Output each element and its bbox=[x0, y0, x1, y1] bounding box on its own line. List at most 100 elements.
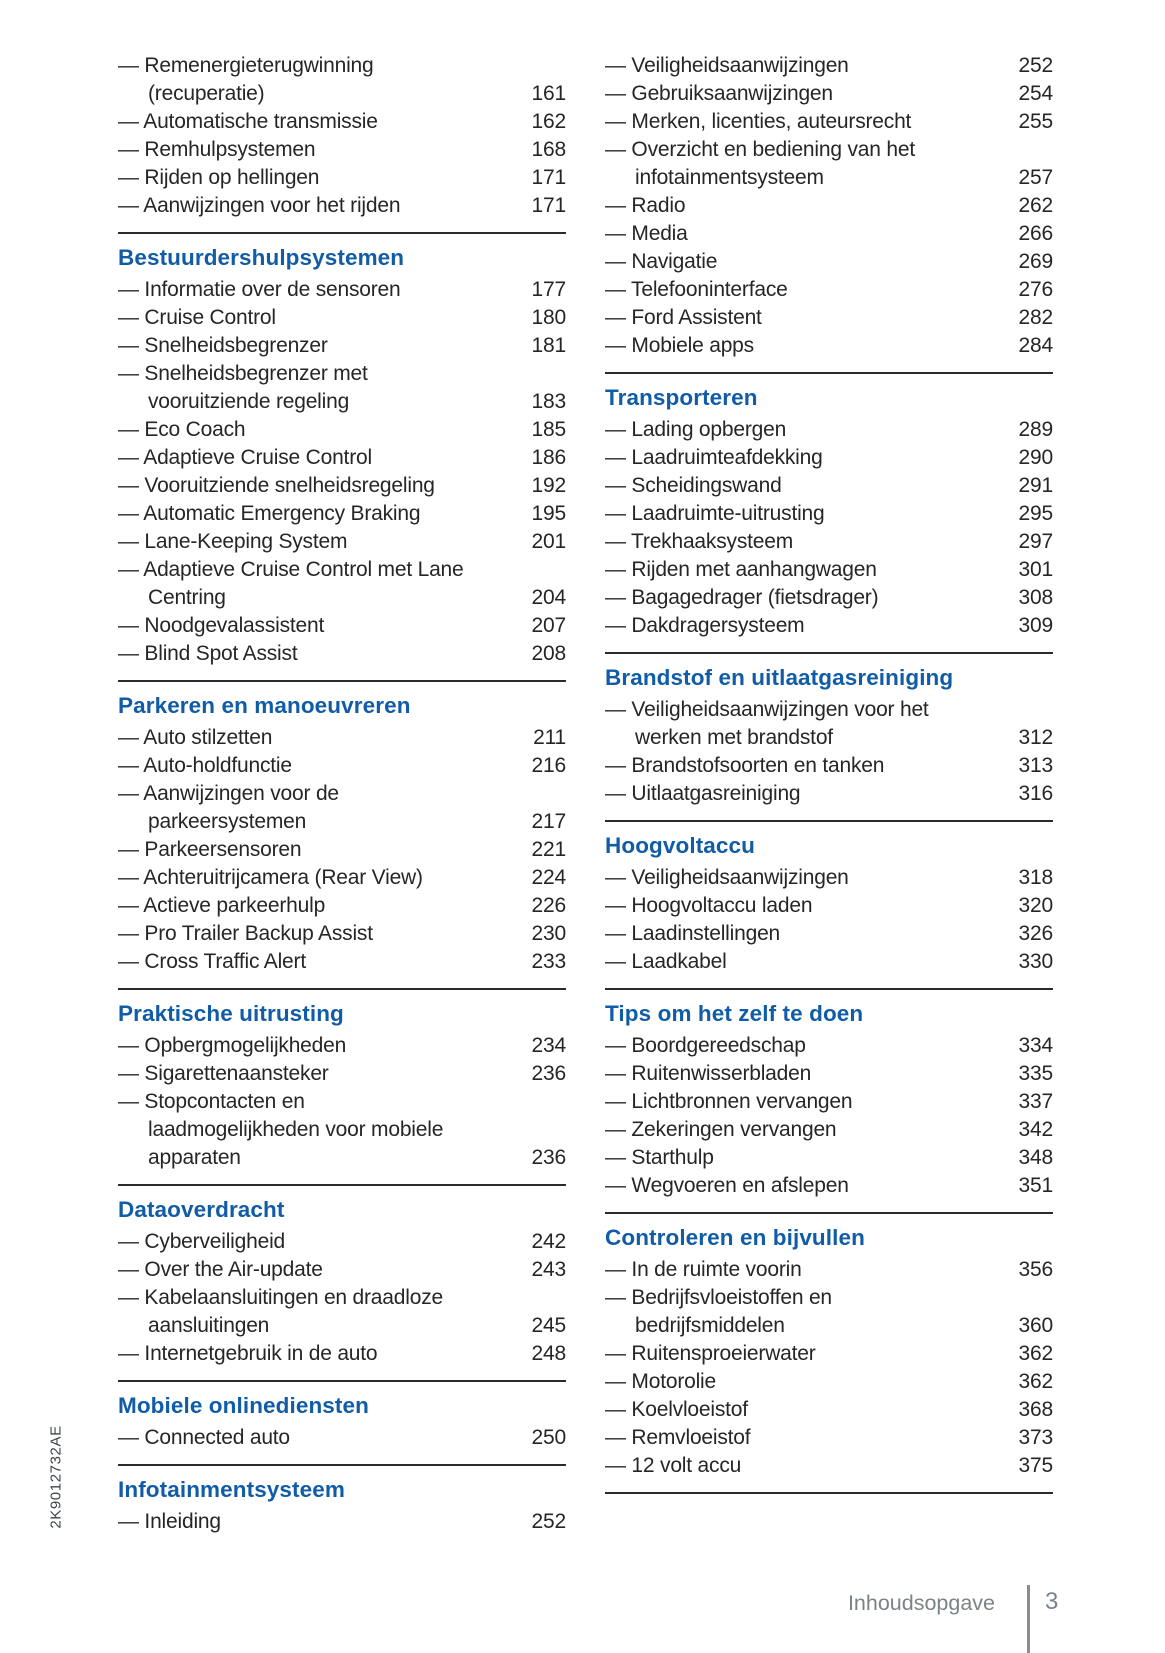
toc-entry-label: — Laadkabel bbox=[605, 950, 727, 973]
toc-entry-label: — Automatic Emergency Braking bbox=[118, 502, 421, 525]
toc-entry-label: — Mobiele apps bbox=[605, 334, 754, 357]
toc-entry-label: — Sigarettenaansteker bbox=[118, 1062, 329, 1085]
toc-entry-page: 185 bbox=[531, 418, 567, 441]
section-divider bbox=[118, 1380, 566, 1382]
toc-entry: — Trekhaaksysteem 297 bbox=[605, 528, 1053, 556]
toc-entry-label: — Noodgevalassistent bbox=[118, 614, 325, 637]
toc-entry: — Ford Assistent 282 bbox=[605, 304, 1053, 332]
toc-entry: — 12 volt accu 375 bbox=[605, 1452, 1053, 1480]
toc-entry: — Zekeringen vervangen 342 bbox=[605, 1116, 1053, 1144]
toc-entry: — Rijden op hellingen 171 bbox=[118, 164, 566, 192]
toc-entry-page: 252 bbox=[531, 1510, 567, 1533]
toc-entry-page: 356 bbox=[1018, 1258, 1054, 1281]
toc-entry-label: — Dakdragersysteem bbox=[605, 614, 805, 637]
toc-entry-page: 318 bbox=[1018, 866, 1054, 889]
toc-entry: — Uitlaatgasreiniging 316 bbox=[605, 780, 1053, 808]
toc-entry-page: 201 bbox=[531, 530, 567, 553]
toc-entry-page: 162 bbox=[531, 110, 567, 133]
toc-entry: — Laadkabel 330 bbox=[605, 948, 1053, 976]
toc-entry: — Remhulpsystemen 168 bbox=[118, 136, 566, 164]
toc-entry: — Adaptieve Cruise Control met Lane Cent… bbox=[118, 556, 566, 612]
toc-entry: — Connected auto 250 bbox=[118, 1424, 566, 1452]
toc-entry-page: 243 bbox=[531, 1258, 567, 1281]
toc-entry-label: — Aanwijzingen voor het rijden bbox=[118, 194, 401, 217]
toc-entry: — Cruise Control 180 bbox=[118, 304, 566, 332]
toc-entry-page: 236 bbox=[531, 1062, 567, 1085]
toc-entry: — Blind Spot Assist 208 bbox=[118, 640, 566, 668]
section-divider bbox=[605, 988, 1053, 990]
toc-entry: — Eco Coach 185 bbox=[118, 416, 566, 444]
toc-entry-label: — Koelvloeistof bbox=[605, 1398, 748, 1421]
toc-entry-label: — Ford Assistent bbox=[605, 306, 762, 329]
toc-section-title: Brandstof en uitlaatgasreiniging bbox=[605, 665, 954, 690]
section-divider bbox=[605, 372, 1053, 374]
toc-entry: — Laadruimte-uitrusting 295 bbox=[605, 500, 1053, 528]
toc-entry-page: 242 bbox=[531, 1230, 567, 1253]
section-divider bbox=[605, 1492, 1053, 1494]
toc-entry-page: 351 bbox=[1018, 1174, 1054, 1197]
toc-entry: — Boordgereedschap 334 bbox=[605, 1032, 1053, 1060]
toc-entry: — Rijden met aanhangwagen 301 bbox=[605, 556, 1053, 584]
toc-entry-label: — Motorolie bbox=[605, 1370, 717, 1393]
toc-entry-page: 171 bbox=[531, 166, 567, 189]
toc-column-left: — Remenergieterugwinning (recuperatie) 16… bbox=[118, 52, 566, 1536]
toc-entry: — Motorolie 362 bbox=[605, 1368, 1053, 1396]
toc-entry-page: 334 bbox=[1018, 1034, 1054, 1057]
toc-entry-page: 207 bbox=[531, 614, 567, 637]
toc-section-title: Parkeren en manoeuvreren bbox=[118, 693, 411, 718]
toc-entry-label: — Laadinstellingen bbox=[605, 922, 781, 945]
toc-entry-page: 308 bbox=[1018, 586, 1054, 609]
footer-section-label: Inhoudsopgave bbox=[847, 1591, 995, 1615]
toc-entry-label: — Cyberveiligheid bbox=[118, 1230, 286, 1253]
toc-entry-label: — Bagagedrager (fietsdrager) bbox=[605, 586, 879, 609]
toc-entry: — Opbergmogelijkheden 234 bbox=[118, 1032, 566, 1060]
toc-entry: — Overzicht en bediening van het infotai… bbox=[605, 136, 1053, 192]
toc-entry-page: 362 bbox=[1018, 1342, 1054, 1365]
toc-entry-page: 316 bbox=[1018, 782, 1054, 805]
toc-entry-page: 204 bbox=[531, 586, 567, 609]
toc-section-title: Praktische uitrusting bbox=[118, 1001, 344, 1026]
toc-section-title: Infotainmentsysteem bbox=[118, 1477, 345, 1502]
toc-entry: — Cross Traffic Alert 233 bbox=[118, 948, 566, 976]
toc-entry: — Noodgevalassistent 207 bbox=[118, 612, 566, 640]
toc-entry: — Hoogvoltaccu laden 320 bbox=[605, 892, 1053, 920]
toc-entry: — Parkeersensoren 221 bbox=[118, 836, 566, 864]
toc-entry-page: 362 bbox=[1018, 1370, 1054, 1393]
toc-entry-page: 342 bbox=[1018, 1118, 1054, 1141]
toc-entry-label: — Remenergieterugwinning (recuperatie) bbox=[118, 54, 374, 105]
toc-entry: — Achteruitrijcamera (Rear View) 224 bbox=[118, 864, 566, 892]
section-divider bbox=[118, 1184, 566, 1186]
toc-section-title: Controleren en bijvullen bbox=[605, 1225, 865, 1250]
toc-entry-page: 284 bbox=[1018, 334, 1054, 357]
toc-entry: — Veiligheidsaanwijzingen 318 bbox=[605, 864, 1053, 892]
toc-entry-page: 224 bbox=[531, 866, 567, 889]
toc-entry-label: — Informatie over de sensoren bbox=[118, 278, 401, 301]
toc-entry-page: 282 bbox=[1018, 306, 1054, 329]
toc-entry: — Bedrijfsvloeistoffen en bedrijfsmiddel… bbox=[605, 1284, 1053, 1340]
toc-entry-label: — Hoogvoltaccu laden bbox=[605, 894, 813, 917]
toc-entry-page: 312 bbox=[1018, 726, 1054, 749]
toc-entry-page: 161 bbox=[531, 82, 567, 105]
toc-entry-page: 330 bbox=[1018, 950, 1054, 973]
toc-entry-page: 255 bbox=[1018, 110, 1054, 133]
toc-entry: — Telefooninterface 276 bbox=[605, 276, 1053, 304]
toc-entry-label: — Merken, licenties, auteursrecht bbox=[605, 110, 912, 133]
toc-entry: — Inleiding 252 bbox=[118, 1508, 566, 1536]
toc-entry-label: — Adaptieve Cruise Control met Lane Cent… bbox=[118, 558, 464, 609]
toc-entry: — Wegvoeren en afslepen 351 bbox=[605, 1172, 1053, 1200]
toc-entry-page: 233 bbox=[531, 950, 567, 973]
toc-section-title: Mobiele onlinediensten bbox=[118, 1393, 369, 1418]
toc-entry-label: — Automatische transmissie bbox=[118, 110, 378, 133]
toc-entry: — Laadruimteafdekking 290 bbox=[605, 444, 1053, 472]
toc-entry-page: 183 bbox=[531, 390, 567, 413]
toc-entry-label: — Pro Trailer Backup Assist bbox=[118, 922, 373, 945]
toc-entry-page: 248 bbox=[531, 1342, 567, 1365]
toc-section-title: Dataoverdracht bbox=[118, 1197, 285, 1222]
toc-entry-label: — Scheidingswand bbox=[605, 474, 782, 497]
toc-entry: — Aanwijzingen voor de parkeersystemen 21… bbox=[118, 780, 566, 836]
toc-entry: — Ruitenwisserbladen 335 bbox=[605, 1060, 1053, 1088]
toc-entry-label: — Starthulp bbox=[605, 1146, 714, 1169]
toc-entry: — Remenergieterugwinning (recuperatie) 16… bbox=[118, 52, 566, 108]
toc-entry-label: — Connected auto bbox=[118, 1426, 290, 1449]
